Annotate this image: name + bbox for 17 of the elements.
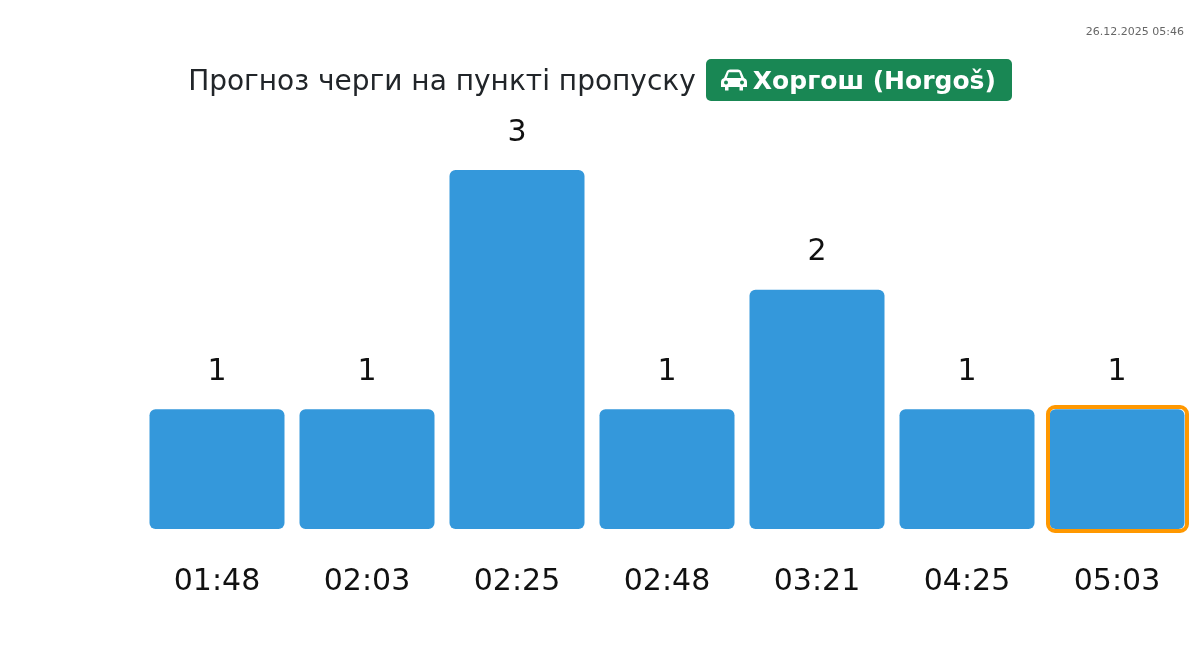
- data-label: 3: [507, 112, 527, 148]
- x-tick-label: 01:48: [173, 561, 261, 597]
- data-label: 2: [807, 232, 827, 268]
- x-tick-label: 02:03: [323, 561, 411, 597]
- chart-title: Прогноз черги на пункті пропуску: [188, 63, 696, 97]
- x-tick-label: 03:21: [773, 561, 861, 597]
- text: 26.12.2025 05:46: [1085, 25, 1184, 39]
- x-tick-label: 05:03: [1073, 561, 1161, 597]
- data-label: 1: [657, 352, 677, 388]
- x-tick-label: 04:25: [923, 561, 1011, 597]
- chart-subtitle: Хоргош (Horgoš): [752, 65, 996, 95]
- data-label: 1: [207, 352, 227, 388]
- x-tick-label: 02:25: [473, 561, 561, 597]
- data-label: 1: [1107, 352, 1127, 388]
- x-tick-label: 02:48: [623, 561, 711, 597]
- data-label: 1: [357, 352, 377, 388]
- data-label: 1: [957, 352, 977, 388]
